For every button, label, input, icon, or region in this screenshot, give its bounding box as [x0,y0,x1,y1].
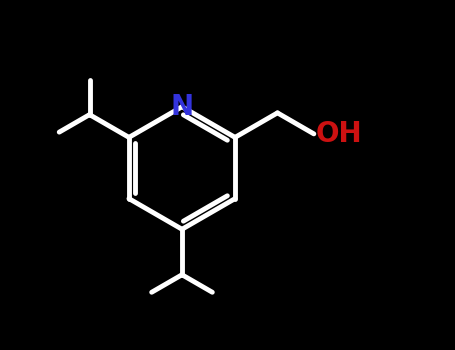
Text: OH: OH [316,120,362,148]
Text: N: N [171,93,193,121]
